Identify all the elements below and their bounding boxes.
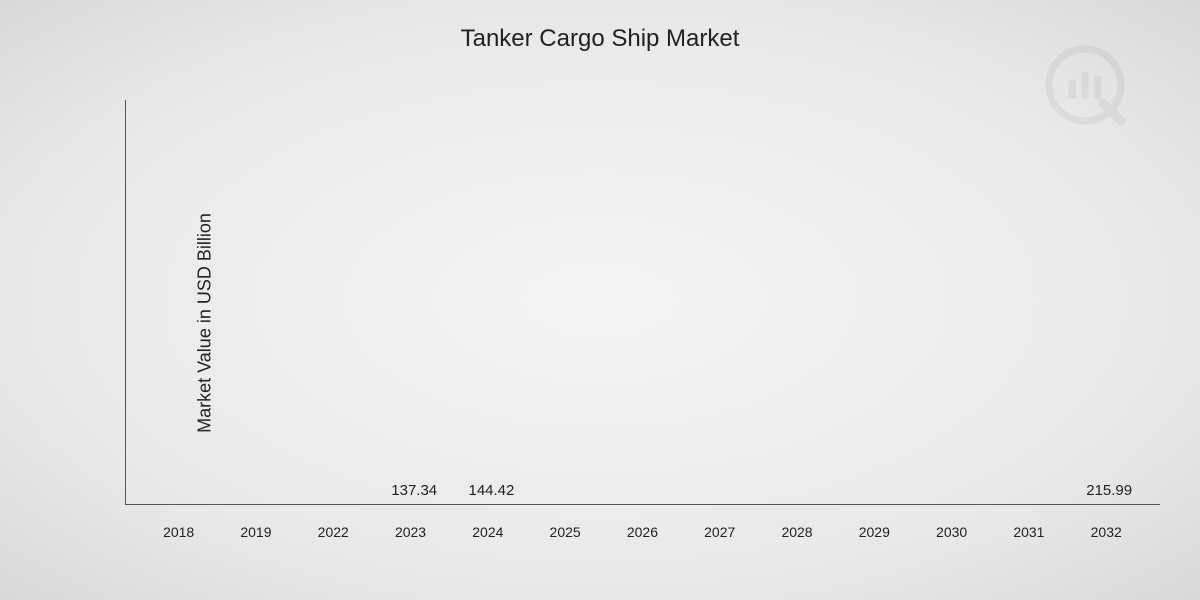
x-tick-label: 2028 [767, 524, 827, 540]
bar-value-label: 215.99 [1086, 482, 1132, 499]
x-tick-label: 2026 [612, 524, 672, 540]
bars-container: 137.34 144.42 215.99 [126, 100, 1160, 504]
x-tick-label: 2027 [690, 524, 750, 540]
x-axis-ticks: 2018 2019 2022 2023 2024 2025 2026 2027 2028 2029… [125, 524, 1160, 540]
x-tick-label: 2024 [458, 524, 518, 540]
bar-value-label: 137.34 [391, 482, 437, 499]
chart-container: Market Value in USD Billion 137.34144.42… [75, 100, 1160, 545]
x-tick-label: 2025 [535, 524, 595, 540]
x-tick-label: 2029 [844, 524, 904, 540]
x-tick-label: 2030 [922, 524, 982, 540]
bar-value-label: 144.42 [468, 482, 514, 499]
x-tick-label: 2032 [1076, 524, 1136, 540]
x-tick-label: 2022 [303, 524, 363, 540]
chart-title: Tanker Cargo Ship Market [0, 0, 1200, 63]
x-tick-label: 2018 [149, 524, 209, 540]
plot-area: 137.34 144.42 215.99 [125, 100, 1160, 505]
x-tick-label: 2023 [381, 524, 441, 540]
x-tick-label: 2019 [226, 524, 286, 540]
x-tick-label: 2031 [999, 524, 1059, 540]
